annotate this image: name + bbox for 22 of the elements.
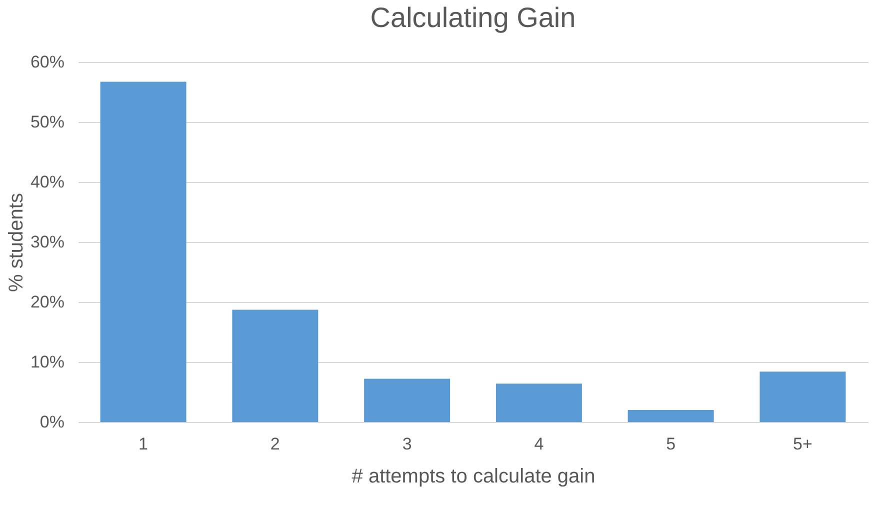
y-tick-label: 30% (30, 232, 64, 252)
x-tick-label: 1 (138, 434, 148, 454)
bar (760, 372, 846, 422)
x-tick-label: 2 (270, 434, 280, 454)
bar (100, 82, 186, 422)
y-tick-label: 20% (30, 292, 64, 312)
y-tick-label: 10% (30, 352, 64, 372)
y-tick-label: 0% (40, 412, 64, 432)
y-axis-title: % students (5, 193, 28, 292)
y-tick-label: 60% (30, 52, 64, 72)
chart-title: Calculating Gain (370, 2, 576, 33)
x-tick-label: 3 (402, 434, 412, 454)
x-tick-label: 5+ (793, 434, 812, 454)
bar (496, 384, 582, 422)
x-tick-label: 4 (534, 434, 544, 454)
bar (628, 410, 714, 422)
bar (232, 310, 318, 422)
y-tick-label: 40% (30, 172, 64, 192)
y-tick-label: 50% (30, 112, 64, 132)
bar (364, 378, 450, 422)
x-axis-title: # attempts to calculate gain (352, 466, 596, 488)
x-tick-label: 5 (666, 434, 676, 454)
